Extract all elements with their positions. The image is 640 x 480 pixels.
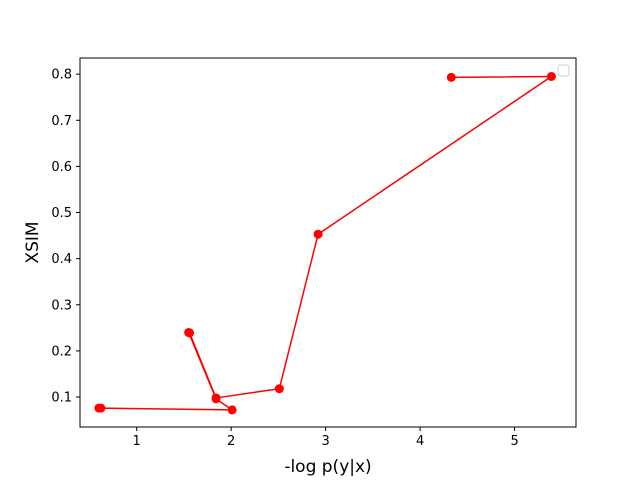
data-point — [227, 405, 237, 415]
x-tick-label: 5 — [510, 434, 518, 449]
y-tick-label: 0.4 — [51, 252, 72, 267]
x-axis-label: -log p(y|x) — [284, 457, 371, 477]
data-point — [211, 393, 221, 403]
axes-layer: 1 2 3 4 5 0.1 0.2 0.3 0.4 0.5 0.6 0.7 0.8 — [51, 57, 577, 449]
series-layer — [94, 71, 556, 415]
y-tick-label: 0.1 — [51, 391, 72, 406]
data-point — [546, 71, 556, 81]
y-axis-label: XSIM — [23, 221, 43, 263]
x-tick-label: 2 — [227, 434, 235, 449]
y-tick-label: 0.3 — [51, 298, 72, 313]
x-tick-label: 1 — [133, 434, 141, 449]
x-tick-label: 3 — [321, 434, 329, 449]
data-point — [96, 403, 106, 413]
y-tick-label: 0.8 — [51, 68, 72, 83]
data-point — [185, 328, 195, 338]
y-tick-label: 0.2 — [51, 344, 72, 359]
y-tick-label: 0.6 — [51, 160, 72, 175]
data-point — [446, 72, 456, 82]
data-point — [313, 229, 323, 239]
series-line — [98, 75, 553, 411]
x-tick-label: 4 — [416, 434, 424, 449]
y-tick-label: 0.7 — [51, 114, 72, 129]
y-tick-label: 0.5 — [51, 206, 72, 221]
plot-frame — [79, 57, 577, 428]
data-point — [274, 384, 284, 394]
legend-box — [557, 64, 570, 77]
